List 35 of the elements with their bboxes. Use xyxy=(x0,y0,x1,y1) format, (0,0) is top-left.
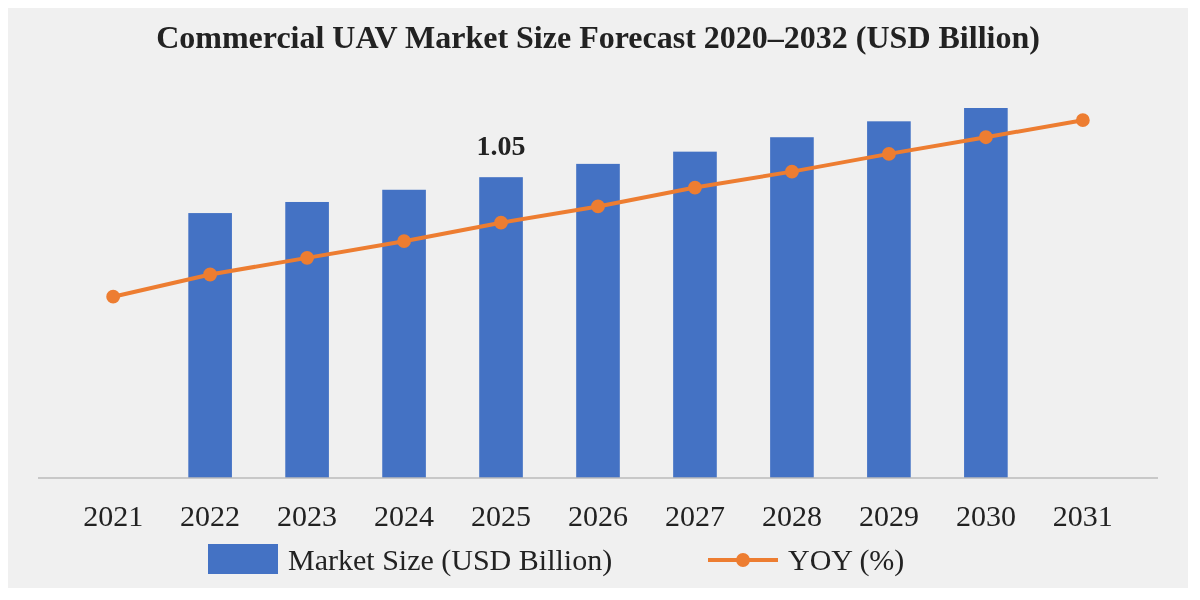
legend-label: Market Size (USD Billion) xyxy=(288,543,613,577)
chart-title: Commercial UAV Market Size Forecast 2020–2032 (USD Billion) xyxy=(156,19,1040,55)
x-tick-label: 2030 xyxy=(955,499,1016,532)
point xyxy=(688,180,702,195)
x-tick-label: 2021 xyxy=(83,499,144,532)
x-tick-label: 2024 xyxy=(374,499,435,532)
legend-label: YOY (%) xyxy=(788,543,905,577)
point xyxy=(1075,113,1090,128)
point xyxy=(397,234,411,249)
point xyxy=(785,164,799,179)
bar xyxy=(576,163,620,478)
bar xyxy=(479,177,523,478)
bar xyxy=(964,108,1008,478)
x-tick-label: 2022 xyxy=(180,499,241,532)
bar xyxy=(867,121,911,478)
bar xyxy=(382,189,426,478)
x-tick-label: 2026 xyxy=(568,499,628,532)
point xyxy=(203,267,218,282)
bar xyxy=(285,201,329,478)
x-tick-label: 2025 xyxy=(471,499,532,532)
bar xyxy=(188,213,232,478)
x-tick-label: 2027 xyxy=(664,499,725,532)
point xyxy=(591,199,605,214)
bar xyxy=(673,151,717,478)
x-tick-label: 2028 xyxy=(761,499,822,532)
annotation: 1.05 xyxy=(476,130,526,162)
point xyxy=(882,146,896,161)
point xyxy=(494,215,508,230)
point xyxy=(978,130,993,145)
point xyxy=(106,289,121,304)
bar xyxy=(770,137,814,478)
x-tick-label: 2031 xyxy=(1052,499,1113,532)
x-tick-label: 2029 xyxy=(858,499,919,532)
x-tick-label: 2023 xyxy=(277,499,338,532)
point xyxy=(300,250,314,265)
